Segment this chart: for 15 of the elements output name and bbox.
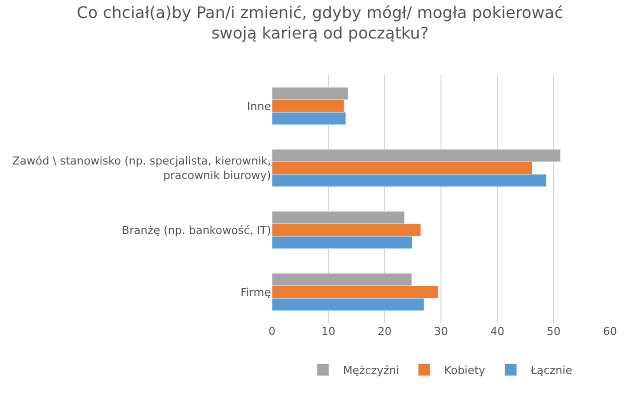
y-tick-label: Branżę (np. bankowość, IT)	[122, 224, 271, 237]
y-tick-label: Firmę	[240, 286, 272, 299]
x-tick-label: 40	[490, 325, 504, 338]
x-tick-label: 0	[268, 325, 276, 338]
legend-label: Łącznie	[530, 364, 572, 378]
y-tick-label: Inne	[247, 100, 272, 113]
x-tick-label: 60	[603, 325, 617, 338]
x-tick-label: 10	[321, 325, 336, 338]
x-tick-label: 20	[378, 325, 392, 338]
chart-title: Co chciał(a)by Pan/i zmienić, gdyby mógł/ mogła pokierować swoją karierą od początku?	[76, 2, 564, 43]
x-tick-label: 50	[546, 325, 561, 338]
legend-label: Kobiety	[444, 364, 486, 378]
y-tick-label: Zawód \ stanowisko (np. specjalista, kierownik, pracownik biurowy)	[12, 154, 271, 182]
legend-label: Mężczyźni	[343, 364, 400, 378]
x-tick-label: 30	[434, 325, 448, 338]
